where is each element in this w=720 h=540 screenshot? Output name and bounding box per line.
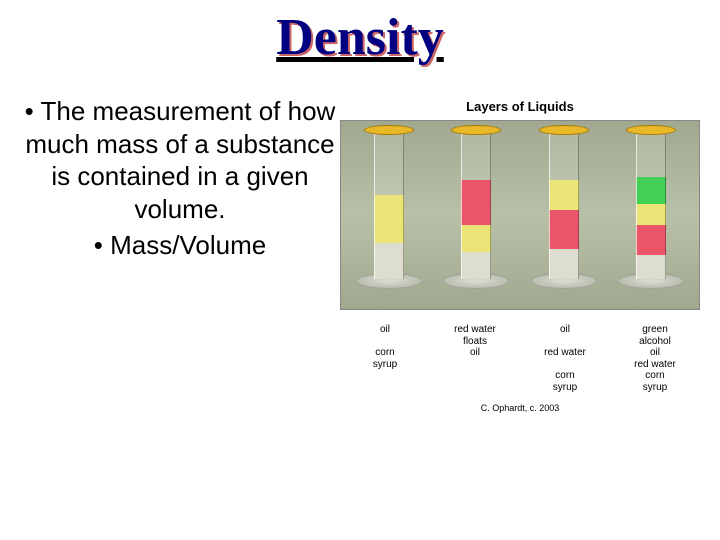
cylinder-body: [549, 129, 579, 279]
cylinder-cap: [364, 125, 414, 135]
cylinder-body: [374, 129, 404, 279]
bullet-1: • The measurement of how much mass of a …: [20, 95, 340, 225]
cylinder-glass: [549, 133, 579, 279]
cylinder-label-3: oil red water cornsyrup: [526, 324, 604, 393]
cylinder-label-4: greenalcoholoilred watercornsyrup: [616, 324, 694, 393]
bullet-2: • Mass/Volume: [20, 229, 340, 262]
cylinder-body: [461, 129, 491, 279]
cylinder-2: [437, 129, 515, 301]
cylinder-labels-row: oil cornsyrupred waterfloatsoiloil red w…: [340, 324, 700, 393]
figure-title: Layers of Liquids: [340, 99, 700, 114]
cylinder-cap: [451, 125, 501, 135]
cylinder-glass: [636, 133, 666, 279]
content-row: • The measurement of how much mass of a …: [0, 95, 720, 413]
figure-credit: C. Ophardt, c. 2003: [340, 403, 700, 413]
cylinder-label-2: red waterfloatsoil: [436, 324, 514, 393]
slide-title: Density Density: [0, 0, 720, 67]
cylinder-cap: [539, 125, 589, 135]
figure-panel: Layers of Liquids oil cornsyrupred water…: [340, 95, 700, 413]
cylinder-body: [636, 129, 666, 279]
cylinder-label-1: oil cornsyrup: [346, 324, 424, 393]
cylinder-glass: [374, 133, 404, 279]
cylinder-1: [350, 129, 428, 301]
cylinder-3: [525, 129, 603, 301]
cylinder-4: [612, 129, 690, 301]
title-text: Density: [276, 9, 444, 66]
cylinder-glass: [461, 133, 491, 279]
cylinder-cap: [626, 125, 676, 135]
cylinder-row: [340, 120, 700, 310]
bullet-column: • The measurement of how much mass of a …: [0, 95, 340, 413]
